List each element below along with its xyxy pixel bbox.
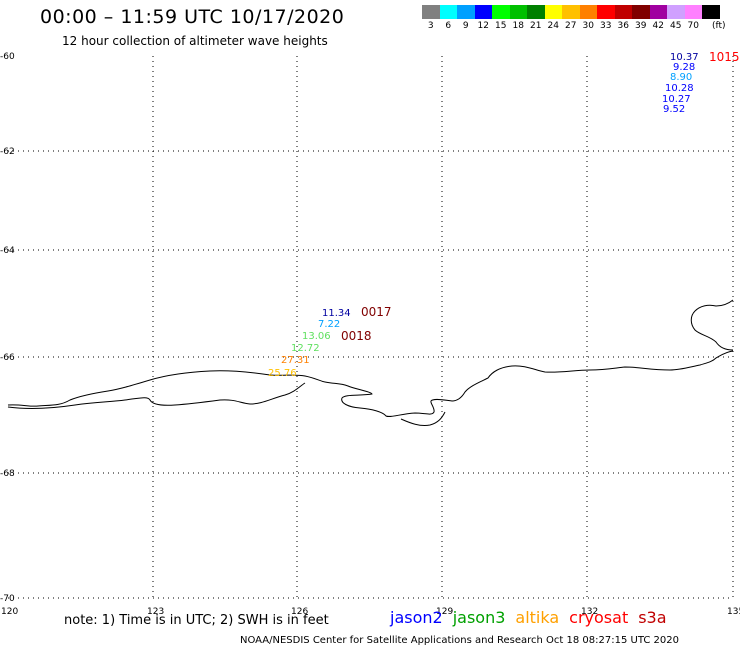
scale-label: 18 xyxy=(512,21,524,31)
scale-entry: 3 xyxy=(422,5,440,31)
scale-swatch xyxy=(544,5,562,19)
wave-height-value: 8.90 xyxy=(670,72,692,83)
wave-height-value: 11.34 xyxy=(322,308,351,319)
scale-label: 30 xyxy=(582,21,594,31)
scale-swatch xyxy=(492,5,510,19)
scale-entry: 18 xyxy=(509,5,527,31)
credit-line: NOAA/NESDIS Center for Satellite Applica… xyxy=(240,635,679,646)
wave-height-value: 25.76 xyxy=(268,368,297,379)
scale-swatch xyxy=(422,5,440,19)
scale-entry xyxy=(702,5,720,31)
scale-swatch xyxy=(562,5,580,19)
wave-height-value: 10.28 xyxy=(665,83,694,94)
coastline-segment xyxy=(400,411,446,426)
satellite-legend-item: cryosat xyxy=(569,608,629,627)
color-scale-legend: 3 6 9 12 15 18 21 24 27 30 33 36 39 42 45 70 xyxy=(422,5,720,31)
longitude-label: 123 xyxy=(147,607,164,617)
scale-label: 42 xyxy=(652,21,664,31)
latitude-label: -60 xyxy=(0,52,15,62)
scale-label: 39 xyxy=(635,21,647,31)
scale-entry: 36 xyxy=(614,5,632,31)
wave-height-value: 7.22 xyxy=(318,319,340,330)
scale-swatch xyxy=(702,5,720,19)
scale-entry: 27 xyxy=(562,5,580,31)
scale-entry: 21 xyxy=(527,5,545,31)
scale-label: 33 xyxy=(600,21,612,31)
map-title: 00:00 – 11:59 UTC 10/17/2020 xyxy=(40,6,345,28)
wave-height-value: 10.37 xyxy=(670,52,699,63)
scale-label: 24 xyxy=(547,21,559,31)
scale-unit: (ft) xyxy=(712,21,726,31)
scale-entry: 15 xyxy=(492,5,510,31)
scale-swatch xyxy=(527,5,545,19)
latitude-label: -66 xyxy=(0,353,15,363)
wave-height-value: 13.06 xyxy=(302,331,331,342)
scale-label: 6 xyxy=(445,21,452,31)
footer-note: note: 1) Time is in UTC; 2) SWH is in fe… xyxy=(64,613,329,628)
pass-time-label: 1015 xyxy=(709,50,740,64)
scale-entry: 33 xyxy=(597,5,615,31)
scale-swatch xyxy=(579,5,597,19)
satellite-legend-item: jason3 xyxy=(452,608,506,627)
satellite-legend-item: altika xyxy=(515,608,560,627)
scale-swatch xyxy=(667,5,685,19)
scale-swatch xyxy=(509,5,527,19)
scale-label: 27 xyxy=(565,21,577,31)
scale-swatch xyxy=(684,5,702,19)
wave-height-value: 9.28 xyxy=(673,62,695,73)
scale-entry: 6 xyxy=(439,5,457,31)
scale-swatch xyxy=(457,5,475,19)
longitude-label: 132 xyxy=(581,607,598,617)
scale-entry: 42 xyxy=(649,5,667,31)
scale-entry: 70 xyxy=(684,5,702,31)
scale-label: 70 xyxy=(687,21,699,31)
scale-swatch xyxy=(439,5,457,19)
graticule xyxy=(8,56,734,599)
scale-entry: 39 xyxy=(632,5,650,31)
longitude-label: 135 xyxy=(727,607,740,617)
wave-height-value: 10.27 xyxy=(662,94,691,105)
longitude-label: 129 xyxy=(436,607,453,617)
scale-swatch xyxy=(597,5,615,19)
wave-height-value: 9.52 xyxy=(663,104,685,115)
satellite-legend-item: s3a xyxy=(638,608,667,627)
scale-entry: 9 xyxy=(457,5,475,31)
longitude-label: 126 xyxy=(291,607,308,617)
scale-label: 15 xyxy=(495,21,507,31)
latitude-label: -64 xyxy=(0,246,15,256)
map-frame xyxy=(8,56,733,600)
scale-swatch xyxy=(614,5,632,19)
coastline-segment xyxy=(7,382,306,409)
scale-swatch xyxy=(649,5,667,19)
wave-height-value: 27.31 xyxy=(281,355,310,366)
pass-time-label: 0018 xyxy=(341,329,372,343)
scale-entry: 30 xyxy=(579,5,597,31)
scale-swatch xyxy=(632,5,650,19)
scale-entry: 45 xyxy=(667,5,685,31)
satellite-legend: jason2 jason3 altika cryosat s3a xyxy=(390,608,667,627)
latitude-label: -62 xyxy=(0,147,15,157)
satellite-legend-item: jason2 xyxy=(390,608,443,627)
scale-label: 3 xyxy=(427,21,434,31)
scale-label: 12 xyxy=(477,21,489,31)
scale-label: 45 xyxy=(670,21,682,31)
pass-time-label: 0017 xyxy=(361,305,392,319)
scale-label: 9 xyxy=(462,21,469,31)
wave-height-value: 12.72 xyxy=(291,343,320,354)
coordinate-labels: 120 123 126 129 132 135 -60 -62 -64 -66 -68 -70 xyxy=(0,52,740,617)
coastline xyxy=(7,350,734,418)
scale-swatch xyxy=(474,5,492,19)
latitude-label: -68 xyxy=(0,469,15,479)
latitude-label: -70 xyxy=(0,594,15,604)
coastline-segment xyxy=(690,299,734,351)
scale-entry: 24 xyxy=(544,5,562,31)
map-subtitle: 12 hour collection of altimeter wave hei… xyxy=(62,34,328,48)
longitude-label: 120 xyxy=(1,607,18,617)
scale-label: 36 xyxy=(617,21,629,31)
scale-label: 21 xyxy=(530,21,542,31)
scale-entry: 12 xyxy=(474,5,492,31)
